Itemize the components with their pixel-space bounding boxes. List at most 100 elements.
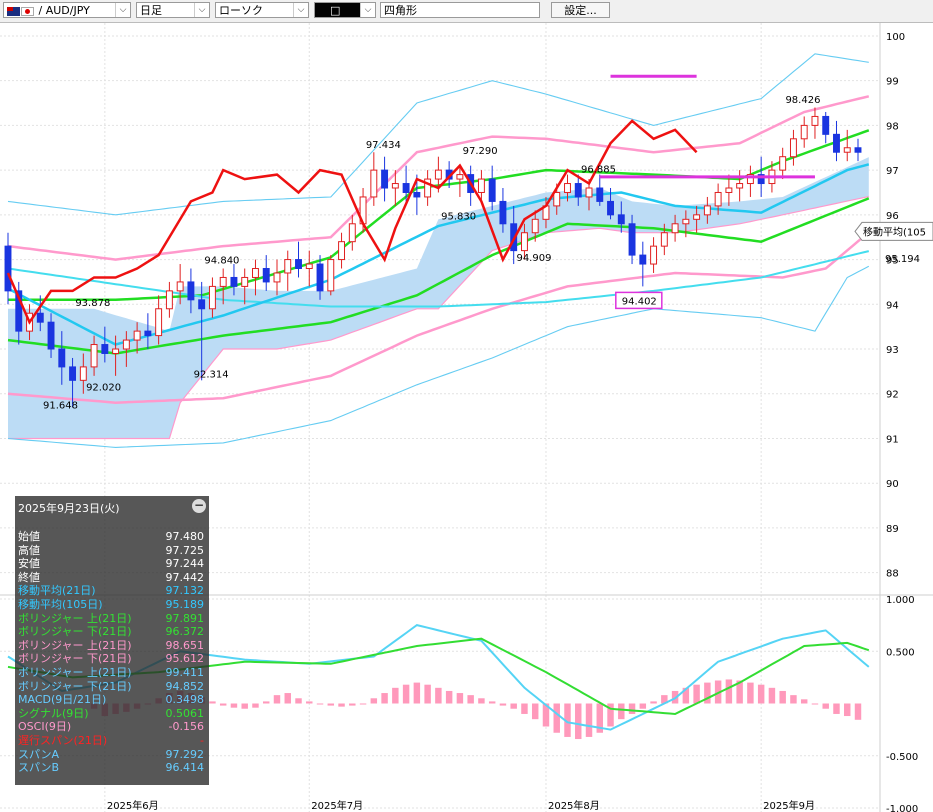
candle-body bbox=[757, 174, 765, 185]
draw-tool-select[interactable]: □ ⌵ bbox=[314, 2, 376, 18]
candle-body bbox=[176, 281, 184, 292]
candle-body bbox=[424, 178, 432, 198]
collapse-icon[interactable]: − bbox=[192, 498, 206, 513]
y-tick-label: 89 bbox=[886, 524, 899, 535]
y-tick-label: 88 bbox=[886, 569, 899, 580]
panel-row: ボリンジャー 上(21日) 97.891 bbox=[18, 612, 204, 625]
osci-bar bbox=[596, 703, 603, 733]
candle-body bbox=[165, 290, 173, 310]
panel-row-value: -0.156 bbox=[168, 720, 204, 734]
sub-y-tick-label: -0.500 bbox=[886, 752, 918, 763]
x-tick-label: 2025年7月 bbox=[311, 799, 363, 812]
osci-bar bbox=[790, 695, 797, 704]
chevron-down-icon[interactable]: ⌵ bbox=[360, 3, 375, 17]
osci-bar bbox=[575, 703, 582, 740]
candle-body bbox=[725, 187, 733, 193]
y-tick-label: 100 bbox=[886, 32, 905, 43]
y-tick-label: 97 bbox=[886, 166, 899, 177]
candle-body bbox=[488, 178, 496, 202]
candle-body bbox=[456, 174, 464, 180]
candle-body bbox=[413, 191, 421, 198]
bb3-lower-line bbox=[7, 265, 870, 448]
y-tick-label: 92 bbox=[886, 390, 899, 401]
panel-row: スパンB 96.414 bbox=[18, 761, 204, 774]
osci-bar bbox=[295, 698, 302, 704]
candle-body bbox=[660, 232, 668, 247]
candle-body bbox=[295, 259, 302, 270]
osci-bar bbox=[628, 703, 636, 714]
shape-name-field[interactable]: 四角形 bbox=[380, 2, 540, 18]
candle-body bbox=[262, 268, 270, 283]
panel-row-name: ボリンジャー 下(21日) bbox=[18, 679, 132, 693]
candle-body bbox=[854, 147, 862, 153]
osci-bar bbox=[510, 703, 517, 709]
candle-body bbox=[531, 218, 539, 234]
candle-body bbox=[208, 285, 216, 310]
symbol-select[interactable]: / AUD/JPY ⌵ bbox=[3, 2, 131, 18]
candle-body bbox=[284, 259, 292, 274]
panel-row: シグナル(9日) 0.5061 bbox=[18, 707, 204, 720]
chevron-down-icon[interactable]: ⌵ bbox=[293, 3, 308, 17]
australia-flag-icon bbox=[7, 6, 20, 16]
candle-body bbox=[833, 133, 840, 153]
candle-body bbox=[746, 174, 754, 185]
candle-body bbox=[693, 214, 701, 220]
candle-body bbox=[133, 330, 141, 341]
osci-bar bbox=[402, 684, 410, 704]
osci-bar bbox=[424, 684, 431, 704]
osci-bar bbox=[392, 687, 399, 704]
panel-row-value: 97.442 bbox=[165, 570, 205, 584]
panel-row-name: ボリンジャー 上(21日) bbox=[18, 638, 132, 652]
candle-body bbox=[15, 290, 23, 332]
x-tick-label: 2025年8月 bbox=[548, 799, 600, 812]
candle-body bbox=[316, 263, 324, 292]
osci-bar bbox=[779, 690, 786, 704]
price-annotation: 95.830 bbox=[441, 211, 476, 222]
candle-body bbox=[703, 205, 711, 216]
candle-body bbox=[348, 223, 356, 243]
candle-body bbox=[69, 366, 77, 381]
chevron-down-icon[interactable]: ⌵ bbox=[115, 3, 130, 17]
panel-row-name: ボリンジャー 下(21日) bbox=[18, 625, 132, 639]
candle-body bbox=[370, 169, 378, 198]
panel-row-value: 99.411 bbox=[165, 666, 205, 679]
candle-body bbox=[843, 147, 851, 153]
panel-row-name: 高値 bbox=[18, 543, 40, 557]
candle-body bbox=[273, 272, 281, 283]
price-annotation: 91.648 bbox=[43, 401, 78, 412]
candle-body bbox=[822, 115, 830, 135]
osci-bar bbox=[456, 693, 464, 704]
osci-bar bbox=[284, 693, 291, 704]
candle-body bbox=[434, 169, 442, 180]
chevron-down-icon[interactable]: ⌵ bbox=[194, 3, 209, 17]
chart-canvas[interactable]: 93.878 91.648 92.020 92.314 94.840 97.434 95.8… bbox=[0, 23, 933, 812]
candle-body bbox=[607, 200, 614, 216]
osci-bar bbox=[822, 703, 829, 709]
osci-bar bbox=[273, 695, 281, 704]
candle-body bbox=[112, 348, 120, 354]
candle-body bbox=[574, 183, 582, 198]
panel-row-value: 96.414 bbox=[165, 761, 205, 775]
osci-bar bbox=[639, 703, 647, 709]
panel-row-value: - bbox=[200, 734, 204, 747]
shape-name-label: 四角形 bbox=[384, 4, 417, 17]
panel-row-name: スパンA bbox=[18, 747, 60, 761]
osci-bar bbox=[219, 703, 227, 706]
bb2-upper-line bbox=[7, 95, 870, 261]
panel-row-name: 始値 bbox=[18, 530, 40, 543]
panel-row-value: 95.189 bbox=[165, 598, 205, 611]
ma21-line bbox=[7, 163, 870, 346]
period-select[interactable]: 日足 ⌵ bbox=[136, 2, 210, 18]
settings-button[interactable]: 設定... bbox=[551, 2, 610, 18]
panel-row: 安値 97.244 bbox=[18, 557, 204, 570]
toolbar: / AUD/JPY ⌵ 日足 ⌵ ローソク ⌵ □ ⌵ 四角形 設定... bbox=[0, 0, 933, 23]
panel-row: 終値 97.442 bbox=[18, 571, 204, 584]
osci-bar bbox=[316, 703, 324, 705]
osci-bar bbox=[467, 695, 474, 704]
osci-bar bbox=[585, 703, 593, 737]
chart-type-select[interactable]: ローソク ⌵ bbox=[215, 2, 309, 18]
candle-body bbox=[122, 339, 130, 350]
x-tick-label: 2025年9月 bbox=[763, 799, 815, 812]
panel-row-value: 96.372 bbox=[165, 625, 205, 639]
y-tick-label: 94 bbox=[886, 300, 899, 311]
